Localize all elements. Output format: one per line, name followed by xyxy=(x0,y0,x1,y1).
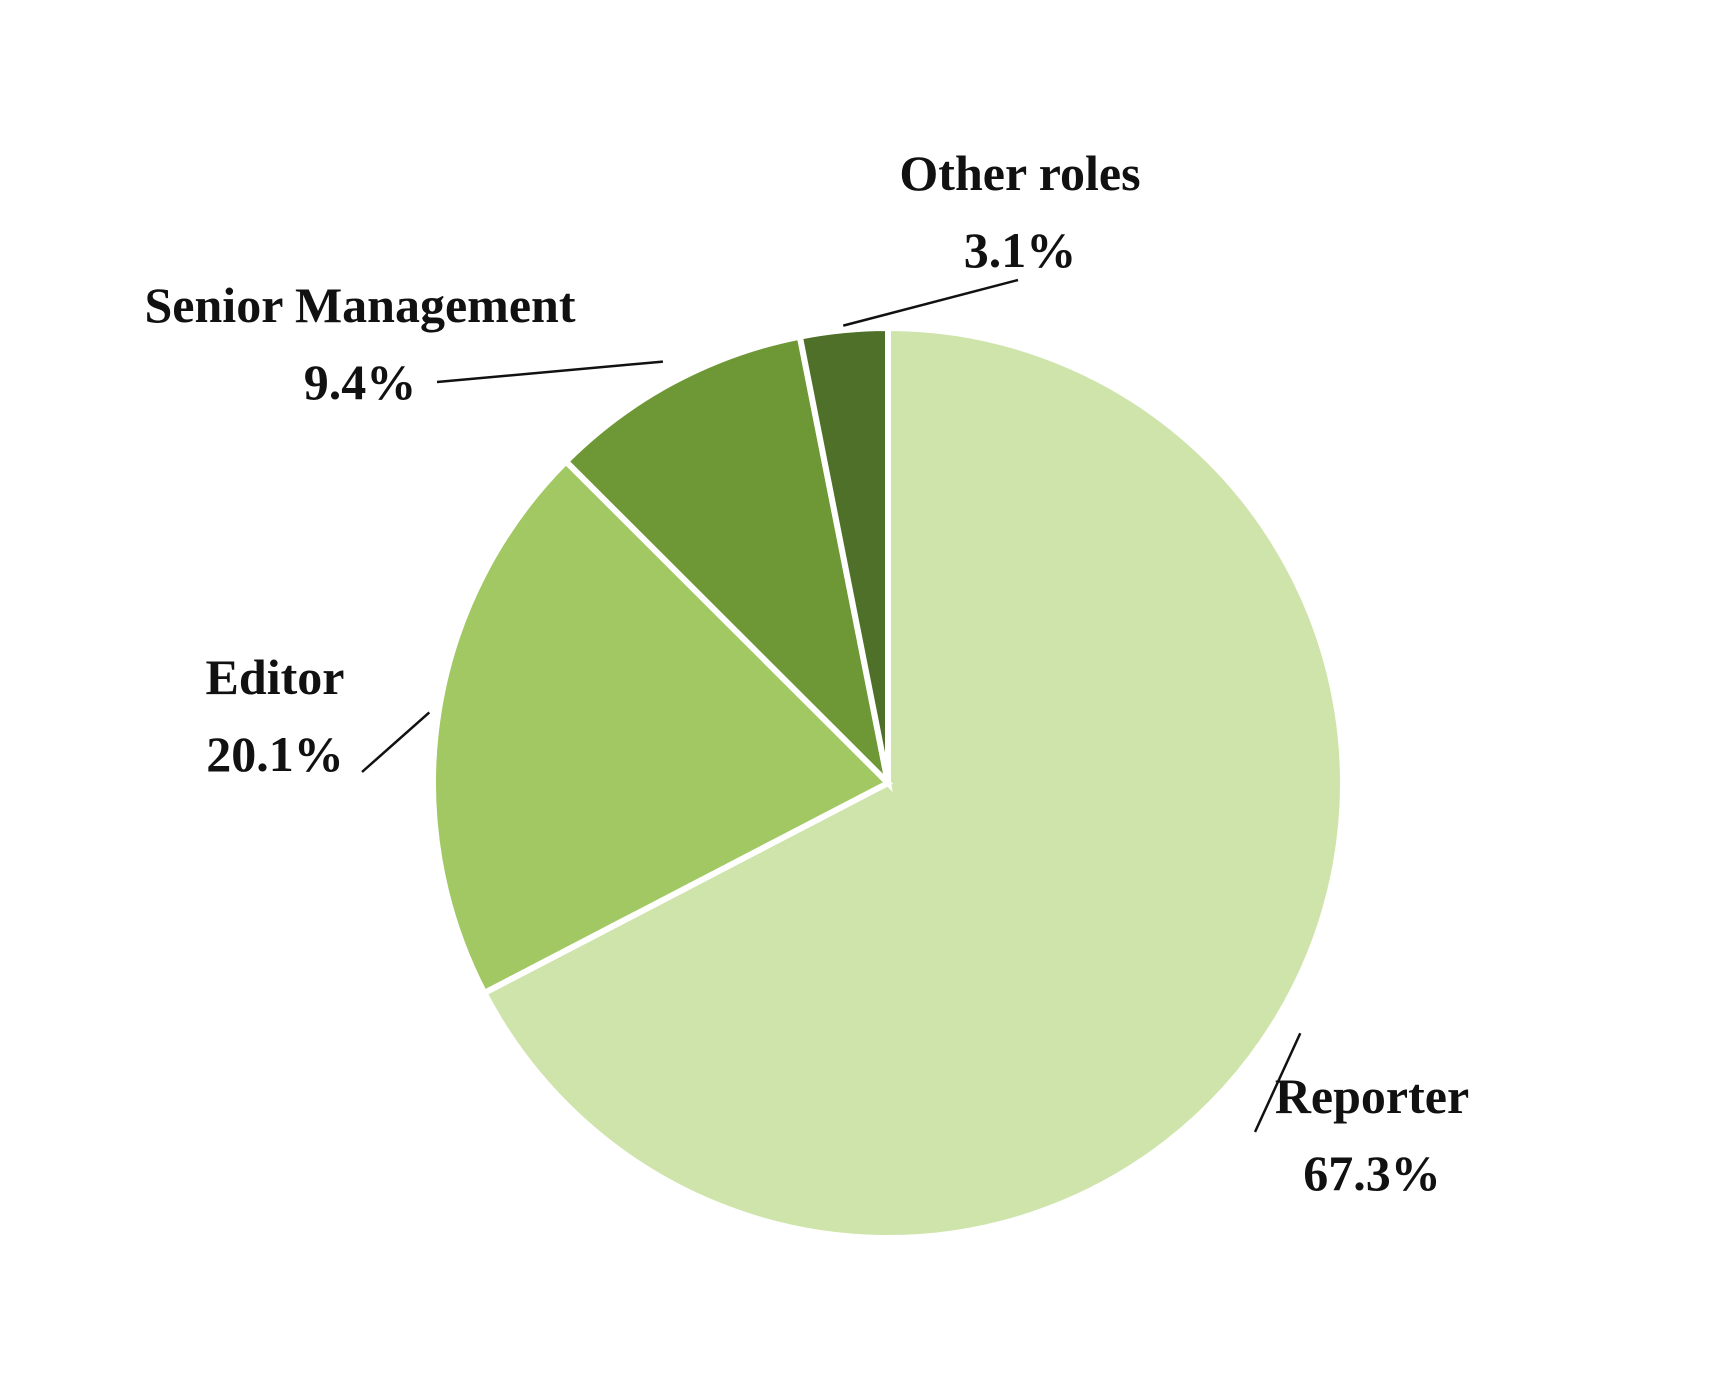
label-other-roles-value: 3.1% xyxy=(964,222,1077,278)
leader-line-other-roles xyxy=(842,278,1019,327)
label-editor-value: 20.1% xyxy=(206,726,344,782)
label-senior-management-value: 9.4% xyxy=(304,354,417,410)
slice-reporter xyxy=(480,324,1346,1241)
label-senior-management-name: Senior Management xyxy=(145,277,576,333)
slice-other-roles xyxy=(796,324,891,784)
label-editor-name: Editor xyxy=(206,649,345,705)
label-other-roles-name: Other roles xyxy=(899,145,1140,201)
slice-editor xyxy=(430,457,894,997)
leader-lines xyxy=(361,278,1302,1133)
label-reporter-name: Reporter xyxy=(1275,1068,1469,1124)
slice-senior-management xyxy=(561,333,893,793)
leader-line-senior-management xyxy=(436,360,664,384)
leader-line-reporter xyxy=(1253,1032,1302,1133)
pie-slices xyxy=(430,324,1346,1241)
label-reporter-value: 67.3% xyxy=(1303,1145,1441,1201)
slice-labels: Reporter 67.3% Editor 20.1% Senior Manag… xyxy=(145,145,1470,1201)
leader-line-editor xyxy=(361,711,431,773)
